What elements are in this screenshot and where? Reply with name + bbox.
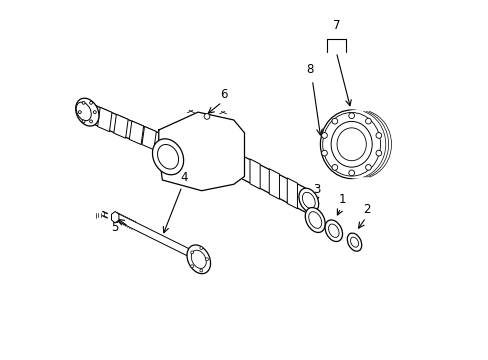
Ellipse shape <box>157 144 178 169</box>
Circle shape <box>78 111 81 113</box>
Polygon shape <box>111 211 119 223</box>
Circle shape <box>89 120 92 123</box>
Ellipse shape <box>308 212 321 228</box>
Text: 6: 6 <box>220 88 227 101</box>
Circle shape <box>93 111 96 113</box>
Polygon shape <box>249 159 260 189</box>
Ellipse shape <box>336 128 366 161</box>
Text: 4: 4 <box>180 171 187 184</box>
Ellipse shape <box>186 245 210 274</box>
Polygon shape <box>241 155 305 212</box>
Circle shape <box>348 170 354 176</box>
Ellipse shape <box>330 121 371 167</box>
Polygon shape <box>114 114 128 138</box>
Text: 3: 3 <box>313 183 320 196</box>
Text: 2: 2 <box>363 203 370 216</box>
Text: 8: 8 <box>305 63 312 76</box>
Ellipse shape <box>152 139 183 175</box>
Circle shape <box>365 165 370 170</box>
Ellipse shape <box>305 208 325 233</box>
Ellipse shape <box>350 237 358 247</box>
Ellipse shape <box>325 220 342 242</box>
Circle shape <box>200 269 203 272</box>
Polygon shape <box>129 121 143 144</box>
Text: 1: 1 <box>338 193 345 206</box>
Circle shape <box>348 113 354 118</box>
Polygon shape <box>98 107 112 132</box>
Circle shape <box>331 165 337 170</box>
Polygon shape <box>114 213 199 260</box>
Circle shape <box>205 258 208 261</box>
Polygon shape <box>142 126 156 150</box>
Text: 5: 5 <box>111 221 119 234</box>
Ellipse shape <box>328 224 338 238</box>
Circle shape <box>365 118 370 124</box>
Circle shape <box>82 102 85 104</box>
Polygon shape <box>159 112 244 191</box>
Text: 7: 7 <box>332 19 339 32</box>
Ellipse shape <box>320 110 382 179</box>
Ellipse shape <box>322 112 380 176</box>
Polygon shape <box>269 169 279 199</box>
Circle shape <box>331 118 337 124</box>
Ellipse shape <box>76 102 91 121</box>
Polygon shape <box>286 178 297 209</box>
Circle shape <box>89 102 92 104</box>
Circle shape <box>375 150 381 156</box>
Ellipse shape <box>191 250 206 269</box>
Circle shape <box>200 247 203 249</box>
Ellipse shape <box>346 233 361 251</box>
Polygon shape <box>90 103 160 152</box>
Ellipse shape <box>298 188 318 212</box>
Circle shape <box>321 150 326 156</box>
Ellipse shape <box>324 110 386 179</box>
Circle shape <box>321 132 326 138</box>
Circle shape <box>203 113 209 119</box>
Ellipse shape <box>302 192 315 208</box>
Circle shape <box>82 120 85 123</box>
Circle shape <box>375 132 381 138</box>
Circle shape <box>190 265 193 268</box>
Ellipse shape <box>76 98 99 126</box>
Circle shape <box>190 251 193 254</box>
